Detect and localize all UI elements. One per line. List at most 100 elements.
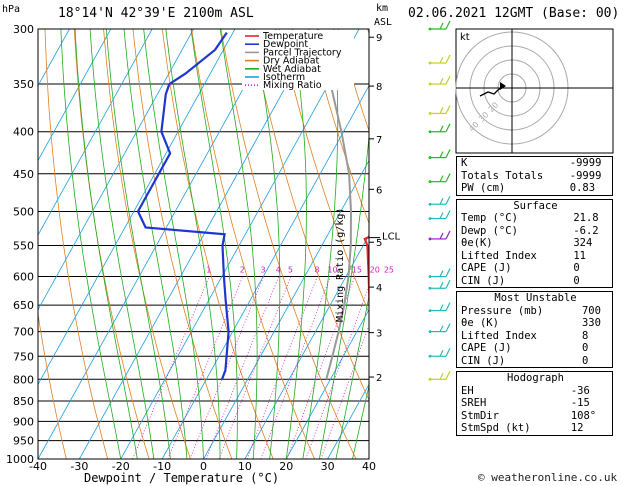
wind-barb-flag	[439, 232, 444, 240]
hodo-row: EH -36	[461, 384, 590, 397]
wind-barb-base	[428, 61, 432, 65]
mixing-ratio-label: 20	[370, 266, 380, 275]
wind-barb-base	[428, 330, 432, 334]
surface-row: Temp (°C) 21.8	[461, 212, 599, 224]
mixing-ratio-label: 2	[240, 266, 245, 275]
wind-barb-flag	[445, 280, 451, 289]
temperature-tick-label: -40	[29, 460, 47, 473]
wind-barb-base	[428, 354, 432, 358]
wet-adiabat-line	[74, 29, 138, 459]
wet-adiabat-line	[352, 383, 369, 459]
chart-background-lines	[38, 29, 369, 459]
isotherm-line	[285, 308, 369, 459]
dry-adiabat-line	[38, 311, 67, 459]
series-line-dewpoint	[136, 31, 230, 380]
wind-barb-flag	[439, 175, 444, 182]
wet-adiabat-line	[253, 29, 281, 459]
pressure-tick-label: 900	[13, 415, 34, 428]
surface-row: Lifted Index 11	[461, 249, 586, 262]
mixing-ratio-label: 8	[314, 266, 319, 275]
legend-background	[242, 30, 354, 90]
pressure-tick-label: 850	[13, 395, 34, 408]
mixing-ratio-line	[305, 285, 369, 459]
mu-row: CAPE (J) 0	[461, 342, 589, 354]
km-tick-label: 7	[376, 135, 382, 146]
indices-top-box: K -9999 Totals Totals -9999 PW (cm) 0.83	[456, 156, 613, 196]
legend-label: Mixing Ratio	[263, 80, 322, 91]
temperature-tick-label: 20	[279, 460, 293, 473]
index-row-pw: PW (cm) 0.83	[461, 182, 596, 194]
wind-barb-flag	[439, 197, 444, 205]
legend-label: Dewpoint	[263, 39, 308, 50]
most-unstable-box: Most Unstable Pressure (mb) 700 θe (K) 330…	[456, 291, 613, 368]
wind-barb-base	[428, 156, 432, 159]
wind-barb-flag	[445, 268, 451, 277]
wind-barb-flag	[445, 75, 451, 85]
wind-barb-base	[428, 180, 432, 184]
wind-barb-flag	[445, 54, 451, 64]
hodo-row: StmSpd (kt) 12	[461, 422, 584, 434]
km-tick-label: 3	[376, 329, 382, 340]
km-tick-label: 2	[376, 373, 382, 384]
isotherm-line	[38, 29, 153, 236]
wet-adiabat-line	[60, 29, 122, 459]
wet-adiabat-line	[318, 131, 369, 459]
pressure-tick-label: 800	[13, 373, 34, 386]
temperature-tick-label: -30	[70, 460, 88, 473]
dry-adiabat-line	[44, 29, 109, 459]
mixing-ratio-line	[246, 276, 318, 459]
mixing-ratio-label: 5	[288, 266, 293, 275]
pressure-tick-label: 350	[13, 78, 34, 91]
mixing-ratio-line	[286, 276, 356, 459]
wind-barb-base	[428, 27, 432, 31]
isotherm-line	[161, 84, 369, 459]
wind-barb-flag	[439, 349, 444, 357]
wind-barb-flag	[439, 304, 444, 311]
surface-row: Dewp (°C) -6.2	[461, 224, 599, 237]
copyright-label: © weatheronline.co.uk	[478, 471, 618, 484]
wind-barb-flag	[439, 107, 444, 114]
mu-row: θe (K) 330	[461, 317, 601, 329]
mixing-ratio-axis-title: Mixing Ratio (g/kg)	[335, 207, 346, 322]
dry-adiabat-line	[132, 29, 233, 459]
dry-adiabat-line	[279, 29, 369, 314]
wind-barb-flag	[445, 210, 451, 219]
datetime-label: 02.06.2021 12GMT (Base: 00)	[408, 6, 620, 21]
wind-barb-flag	[439, 373, 444, 380]
legend-label: Temperature	[262, 31, 323, 42]
most-unstable-title: Most Unstable	[494, 292, 577, 304]
dry-adiabat-line	[308, 29, 369, 225]
surface-row: θe(K) 324	[461, 237, 593, 249]
pressure-tick-label: 600	[13, 271, 34, 284]
mixing-ratio-label: 4	[276, 266, 281, 275]
wind-barb-base	[428, 202, 432, 206]
wind-barb-base	[428, 377, 432, 381]
pressure-unit-label: hPa	[2, 4, 21, 15]
location-title: 18°14'N 42°39'E 2100m ASL	[58, 6, 254, 21]
mixing-ratio-label: 3	[260, 266, 265, 275]
pressure-tick-label: 500	[13, 205, 34, 218]
wet-adiabat-line	[165, 29, 221, 459]
pressure-tick-label: 700	[13, 326, 34, 339]
wet-adiabat-line	[285, 29, 307, 459]
wind-barb-flag	[445, 230, 451, 240]
surface-box: Surface Temp (°C) 21.8 Dewp (°C) -6.2 θe(K…	[456, 198, 613, 288]
wind-barb-base	[428, 237, 432, 241]
series-line-parcel-trajectory	[316, 29, 353, 380]
wind-barb-flag	[439, 325, 444, 332]
isotherm-line	[120, 29, 360, 459]
isotherm-line	[203, 159, 369, 459]
pressure-tick-label: 550	[13, 239, 34, 252]
mu-row: Pressure (mb) 700	[461, 304, 601, 317]
pressure-tick-label: 300	[13, 23, 34, 36]
surface-row: CAPE (J) 0	[461, 262, 580, 274]
wet-adiabat-line	[89, 29, 155, 459]
km-tick-label: 6	[376, 185, 382, 196]
mu-row: CIN (J) 0	[461, 354, 589, 367]
wind-barb-flag	[445, 20, 451, 30]
wind-barb-flag	[445, 323, 451, 332]
wind-barb-flag	[445, 347, 451, 357]
dry-adiabat-line	[73, 29, 150, 459]
